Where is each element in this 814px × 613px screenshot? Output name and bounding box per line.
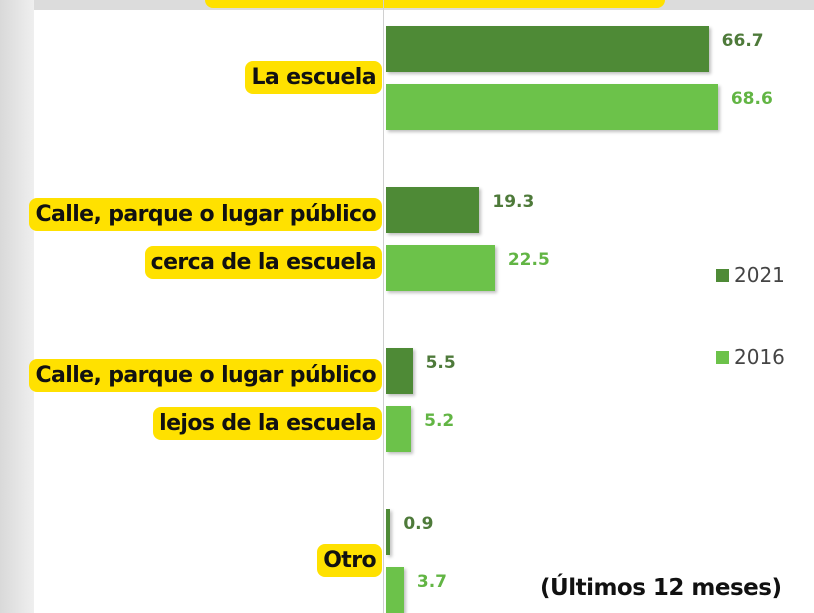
category-label: Calle, parque o lugar público lejos de l… [2,352,382,448]
bar [386,187,480,233]
category-text: La escuela [245,61,382,94]
bar [386,406,412,452]
legend-swatch [716,268,729,282]
value-label: 5.2 [424,411,455,431]
bar [386,26,709,72]
category-text: Otro [317,544,382,577]
legend-swatch [716,350,729,364]
legend-label: 2016 [734,345,785,369]
category-label: Calle, parque o lugar público cerca de l… [2,191,382,287]
category-label: La escuela [2,54,382,102]
value-label: 19.3 [492,192,535,212]
title-box-fragment [205,0,665,8]
bar [386,84,718,130]
left-strip [0,0,34,613]
annotation: (Últimos 12 meses) [540,575,782,601]
bar [386,245,495,291]
value-label: 0.9 [403,514,434,534]
bar [386,509,391,555]
value-label: 22.5 [507,250,550,270]
bar [386,348,413,394]
legend-item: 2016 [716,345,785,369]
value-label: 3.7 [416,572,448,592]
category-text: Calle, parque o lugar público lejos de l… [29,359,382,440]
value-label: 66.7 [721,31,764,51]
value-label: 68.6 [730,89,773,109]
bar [386,567,404,613]
category-label: Otro [2,537,382,585]
legend-label: 2021 [734,263,785,287]
legend-item: 2021 [716,263,785,287]
value-label: 5.5 [425,353,456,373]
category-text: Calle, parque o lugar público cerca de l… [29,198,382,279]
axis-line [383,0,384,613]
